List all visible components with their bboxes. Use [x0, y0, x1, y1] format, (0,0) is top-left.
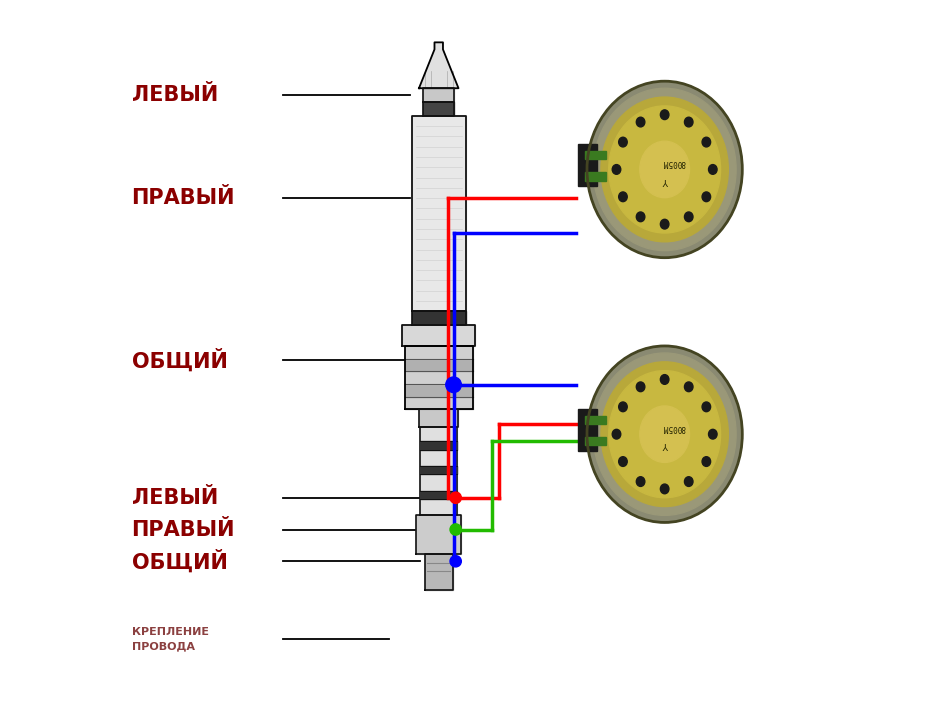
Ellipse shape [684, 212, 693, 222]
Ellipse shape [702, 402, 710, 412]
Text: 8005M: 8005M [662, 158, 686, 167]
Ellipse shape [702, 137, 710, 147]
Ellipse shape [684, 477, 693, 486]
Polygon shape [421, 427, 457, 515]
Ellipse shape [613, 164, 621, 174]
Polygon shape [423, 102, 455, 116]
Ellipse shape [709, 164, 717, 174]
Circle shape [450, 556, 461, 567]
Polygon shape [405, 371, 472, 384]
Text: КРЕПЛЕНИЕ
ПРОВОДА: КРЕПЛЕНИЕ ПРОВОДА [132, 627, 209, 651]
Polygon shape [423, 88, 455, 102]
Text: ПРАВЫЙ: ПРАВЫЙ [132, 188, 235, 208]
Ellipse shape [587, 81, 742, 258]
Bar [578, 409, 598, 451]
Bar [578, 144, 598, 186]
Bar [584, 437, 606, 445]
Ellipse shape [702, 457, 710, 467]
Text: ОБЩИЙ: ОБЩИЙ [132, 549, 228, 573]
Ellipse shape [684, 117, 693, 127]
Ellipse shape [609, 106, 721, 233]
Ellipse shape [613, 429, 621, 439]
Polygon shape [412, 116, 466, 311]
Bar [584, 151, 606, 160]
Text: Y: Y [663, 441, 669, 449]
Ellipse shape [640, 141, 690, 198]
Polygon shape [405, 397, 472, 409]
Polygon shape [405, 346, 472, 359]
Ellipse shape [636, 382, 645, 392]
Ellipse shape [636, 117, 645, 127]
Circle shape [450, 524, 461, 535]
Ellipse shape [601, 361, 728, 507]
Polygon shape [416, 515, 461, 554]
Ellipse shape [709, 429, 717, 439]
Text: ЛЕВЫЙ: ЛЕВЫЙ [132, 85, 218, 105]
Ellipse shape [593, 88, 736, 251]
Ellipse shape [618, 192, 628, 202]
Text: ОБЩИЙ: ОБЩИЙ [132, 348, 228, 372]
Ellipse shape [702, 192, 710, 202]
Ellipse shape [661, 110, 669, 119]
Bar [584, 172, 606, 181]
Ellipse shape [609, 371, 721, 498]
Ellipse shape [601, 97, 728, 241]
Polygon shape [402, 325, 475, 346]
Circle shape [446, 377, 461, 393]
Ellipse shape [593, 353, 736, 515]
Polygon shape [405, 384, 472, 397]
Text: 8005M: 8005M [662, 423, 686, 431]
Polygon shape [419, 42, 458, 88]
Ellipse shape [640, 406, 690, 462]
Ellipse shape [618, 457, 628, 467]
Polygon shape [421, 441, 457, 450]
Polygon shape [419, 409, 458, 427]
Text: Y: Y [663, 176, 669, 184]
Ellipse shape [618, 402, 628, 412]
Circle shape [450, 492, 461, 503]
Text: ЛЕВЫЙ: ЛЕВЫЙ [132, 488, 218, 508]
Polygon shape [412, 311, 466, 325]
Ellipse shape [587, 346, 742, 522]
Ellipse shape [636, 212, 645, 222]
Polygon shape [405, 359, 472, 371]
Polygon shape [421, 466, 457, 474]
Polygon shape [424, 554, 453, 590]
Ellipse shape [684, 382, 693, 392]
Bar [584, 416, 606, 424]
Ellipse shape [661, 484, 669, 493]
Text: ПРАВЫЙ: ПРАВЫЙ [132, 520, 235, 539]
Ellipse shape [661, 220, 669, 229]
Ellipse shape [636, 477, 645, 486]
Ellipse shape [618, 137, 628, 147]
Polygon shape [421, 491, 457, 499]
Ellipse shape [661, 375, 669, 384]
